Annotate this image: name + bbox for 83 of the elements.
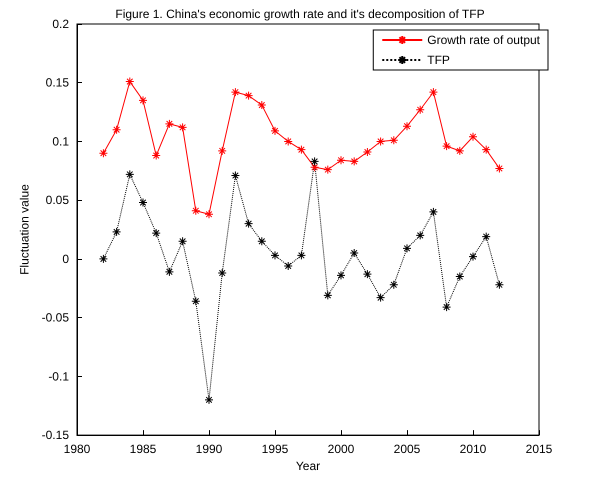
point [112, 227, 122, 236]
point [204, 395, 214, 404]
point [191, 206, 200, 216]
point [152, 151, 161, 160]
point [230, 88, 240, 97]
point [442, 142, 452, 151]
point [178, 122, 188, 132]
point [244, 219, 254, 228]
point [428, 88, 438, 97]
point [455, 272, 464, 282]
x-tick-label: 1980 [64, 442, 91, 456]
point [494, 164, 504, 173]
point [442, 302, 452, 312]
point [284, 136, 293, 146]
y-tick-label: 0.2 [52, 17, 70, 31]
point [218, 268, 227, 278]
point [376, 136, 386, 146]
point [152, 228, 161, 238]
point [138, 96, 148, 105]
point [296, 250, 306, 260]
point [455, 146, 464, 156]
chart-title: Figure 1. China's economic growth rate and it's decomposition of TFP [115, 7, 485, 21]
point [112, 125, 122, 134]
legend-label: Growth rate of output [427, 33, 541, 47]
y-tick-label: -0.15 [42, 428, 70, 442]
x-tick-label: 1995 [262, 442, 289, 456]
point [362, 270, 372, 279]
y-tick-label: 0 [62, 252, 70, 266]
point [164, 267, 174, 276]
y-axis-title: Fluctuation value [18, 184, 32, 275]
point [244, 91, 254, 100]
x-axis-title: Year [296, 459, 320, 473]
point [482, 232, 491, 242]
point [218, 146, 227, 156]
legend-label: TFP [427, 53, 450, 67]
point [164, 119, 174, 128]
point [350, 248, 359, 258]
y-tick-label: 0.1 [52, 134, 70, 148]
point [296, 145, 306, 154]
x-tick-label: 1985 [130, 442, 157, 456]
point [323, 290, 332, 300]
point [336, 270, 346, 280]
y-tick-label: -0.05 [42, 310, 70, 325]
point [257, 100, 266, 110]
point [389, 280, 398, 290]
point [323, 165, 332, 174]
point [416, 105, 425, 114]
point [468, 252, 478, 262]
x-tick-label: 2010 [460, 442, 487, 456]
y-tick-label: 0.05 [46, 193, 70, 208]
point [482, 145, 491, 154]
point [310, 162, 320, 172]
point [138, 198, 148, 208]
point [257, 236, 266, 246]
point [125, 170, 134, 179]
point [362, 148, 372, 157]
point [468, 132, 478, 142]
point [428, 207, 438, 216]
point [310, 156, 320, 166]
x-tick-label: 1990 [196, 442, 223, 456]
y-tick-label: -0.1 [48, 369, 70, 384]
point [494, 280, 504, 290]
x-tick-label: 2015 [526, 442, 553, 456]
point [416, 230, 425, 240]
point [336, 156, 346, 165]
point [230, 171, 240, 180]
x-tick-label: 2000 [328, 442, 355, 456]
point [204, 210, 214, 219]
point [402, 122, 412, 131]
point [284, 261, 293, 270]
point [270, 250, 280, 260]
point [98, 254, 108, 264]
point [270, 126, 280, 136]
point [350, 156, 359, 166]
point [125, 77, 134, 86]
point [98, 148, 108, 158]
y-tick-label: 0.15 [46, 76, 70, 90]
point [376, 293, 386, 302]
x-tick-label: 2005 [394, 442, 421, 456]
point [191, 296, 200, 306]
point [402, 244, 412, 253]
point [389, 136, 398, 145]
point [178, 236, 188, 246]
